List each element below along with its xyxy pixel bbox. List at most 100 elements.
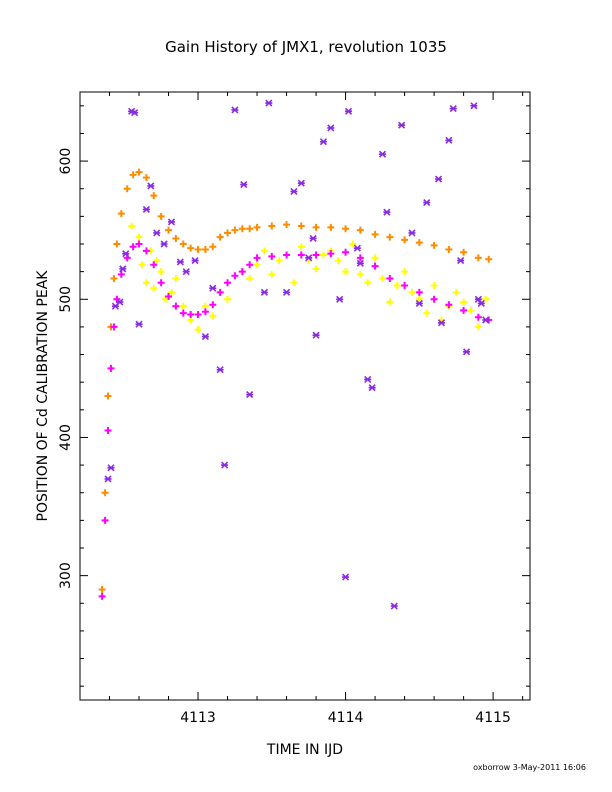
data-point [138,261,146,269]
data-point [482,295,490,303]
data-point [356,270,364,278]
data-point [150,192,158,200]
data-point [378,150,387,158]
data-point [253,254,261,262]
data-point [201,246,209,254]
data-point [430,241,438,249]
data-point [122,250,130,258]
data-point [246,275,254,283]
data-point [401,268,409,276]
data-point [452,288,460,296]
x-tick-label: 4115 [475,710,511,726]
data-point [290,187,298,196]
y-tick-label: 500 [58,286,74,313]
data-point [477,299,485,307]
data-point [231,226,239,234]
data-point [240,181,248,189]
data-point [386,298,394,306]
data-point [327,223,335,231]
data-point [415,288,423,296]
y-tick-label: 600 [58,148,74,175]
data-point [445,246,453,254]
data-point [356,259,364,267]
data-point [474,313,482,321]
data-point [449,105,457,113]
data-point [474,295,482,303]
data-point [297,251,305,259]
data-point [179,302,187,310]
x-axis-label: TIME IN IJD [266,742,343,758]
chart-title: Gain History of JMX1, revolution 1035 [165,38,447,56]
data-point [104,475,112,483]
data-point [265,99,273,107]
data-point [167,288,175,296]
data-point [386,275,394,283]
data-point [123,185,131,193]
data-point [290,279,298,287]
y-tick-label: 400 [58,424,74,451]
data-point [117,210,125,218]
data-point [176,258,184,266]
data-point [172,302,180,310]
data-point [194,310,202,318]
data-point [260,288,268,296]
data-point [201,333,209,341]
data-point [334,257,342,265]
data-point [349,240,357,248]
data-point [312,265,320,273]
data-point [107,464,115,472]
data-point [216,366,224,374]
y-axis-label: POSITION OF Cd CALIBRATION PEAK [35,270,51,522]
data-point [131,109,139,117]
data-point [221,461,229,469]
data-point [393,281,401,289]
data-point [135,320,143,328]
data-point [462,348,471,356]
data-point [415,239,423,247]
data-point [423,198,431,207]
data-point [353,244,361,252]
data-point [209,312,217,320]
data-point [368,384,376,392]
data-point [128,222,136,230]
data-point [309,234,317,243]
data-point [282,288,291,296]
data-point [485,255,493,263]
data-series [104,99,490,610]
data-point [342,225,350,233]
data-point [153,257,161,265]
data-point [209,284,217,292]
data-point [356,226,364,234]
data-point [104,427,112,435]
data-point [474,254,482,262]
data-point [386,233,394,241]
data-point [182,268,190,276]
data-point [268,222,276,230]
data-point [297,243,305,251]
data-point [110,323,118,331]
data-point [246,261,254,269]
data-point [336,295,344,303]
data-point [398,121,406,129]
data-point [187,244,195,252]
data-point [253,223,261,231]
axes-layer: 300 400 500 600 4113 4114 4115 [58,92,530,726]
data-point [408,288,416,296]
data-point [216,233,224,241]
data-point [157,212,165,220]
data-point [312,223,320,231]
plot-frame [79,91,531,701]
data-point [260,247,268,255]
data-point [297,179,305,187]
data-point [135,240,143,248]
data-point [150,284,158,292]
data-point [371,254,379,262]
data-point [209,243,217,251]
data-point [415,299,423,307]
data-point [172,275,180,283]
data-point [275,257,283,265]
data-point [209,301,217,309]
data-point [327,124,335,132]
